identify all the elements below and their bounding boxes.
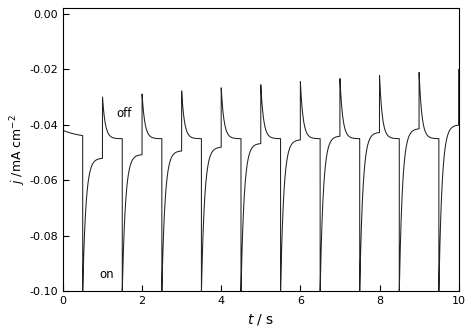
Text: off: off (116, 107, 132, 120)
X-axis label: $t$ / s: $t$ / s (247, 312, 274, 327)
Text: on: on (100, 268, 114, 281)
Y-axis label: $j$ /mA cm$^{-2}$: $j$ /mA cm$^{-2}$ (9, 114, 28, 185)
